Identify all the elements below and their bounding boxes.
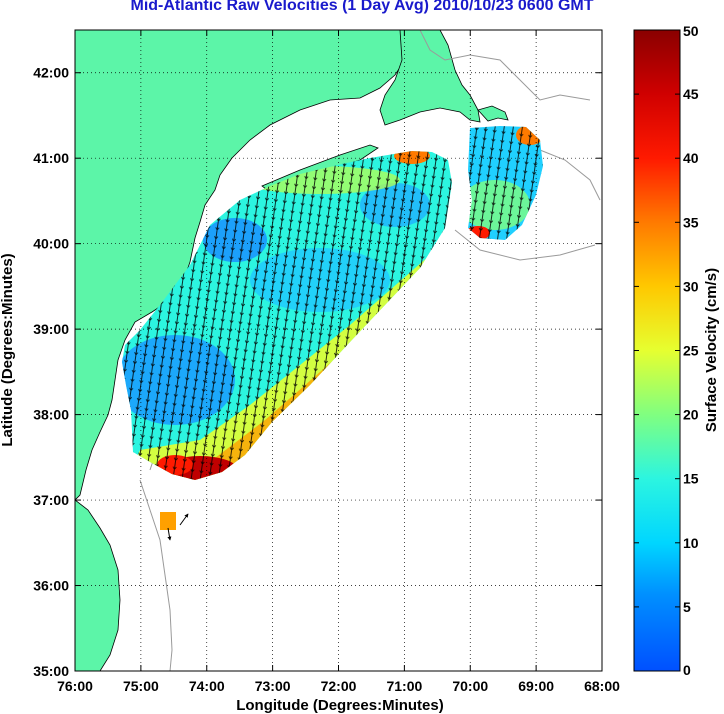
- colorbar: [633, 29, 681, 672]
- y-tick-label: 37:00: [33, 492, 69, 508]
- bathymetry-contour-4: [539, 149, 601, 201]
- colorbar-tick-label: 10: [683, 535, 699, 551]
- x-tick-label: 74:00: [189, 678, 225, 694]
- map-gridlines: [75, 30, 602, 671]
- y-tick-label: 36:00: [33, 578, 69, 594]
- velocity-vector-south-patch-2: [167, 527, 172, 541]
- x-tick-label: 75:00: [123, 678, 159, 694]
- y-tick-label: 38:00: [33, 407, 69, 423]
- colorbar-tick-label: 15: [683, 471, 699, 487]
- bathymetry-contour-5: [419, 30, 591, 101]
- y-tick-label: 42:00: [33, 65, 69, 81]
- x-tick-label: 68:00: [584, 678, 620, 694]
- colorbar-tick-label: 35: [683, 214, 699, 230]
- colorbar-tick-label: 20: [683, 407, 699, 423]
- map-frame: [74, 29, 603, 672]
- page-title: Mid-Atlantic Raw Velocities (1 Day Avg) …: [130, 0, 594, 14]
- x-tick-label: 69:00: [518, 678, 554, 694]
- colorbar-tick-label: 25: [683, 343, 699, 359]
- land-new-england-coast: [379, 30, 481, 126]
- x-axis-title: Longitude (Degrees:Minutes): [236, 697, 444, 714]
- map-axes: 76:00 75:00 74:00 73:00 72:00 71:00 70:00 69:00…: [33, 30, 620, 694]
- colorbar-tick-label: 50: [683, 23, 699, 39]
- velocity-patch-south: [160, 512, 176, 530]
- colorbar-title: Surface Velocity (cm/s): [703, 268, 720, 432]
- colorbar-axis: 0 5 10 15 20 25 30 35 40 45 50: [634, 23, 699, 678]
- velocity-vector-south-patch: [179, 513, 189, 526]
- land-cape-cod: [477, 105, 509, 122]
- x-tick-label: 70:00: [452, 678, 488, 694]
- colorbar-tick-label: 30: [683, 278, 699, 294]
- land-delmarva: [75, 499, 121, 671]
- colorbar-tick-label: 45: [683, 86, 699, 102]
- x-tick-label: 73:00: [255, 678, 291, 694]
- y-tick-label: 41:00: [33, 150, 69, 166]
- land-northeast: [75, 30, 411, 501]
- y-tick-label: 35:00: [33, 663, 69, 679]
- colorbar-tick-label: 40: [683, 150, 699, 166]
- y-tick-label: 40:00: [33, 236, 69, 252]
- colorbar-tick-label: 5: [683, 599, 691, 615]
- y-tick-label: 39:00: [33, 321, 69, 337]
- x-tick-label: 72:00: [321, 678, 357, 694]
- y-axis-title: Latitude (Degrees:Minutes): [0, 253, 16, 446]
- bathymetry-contour-2: [139, 479, 173, 671]
- x-tick-label: 76:00: [57, 678, 93, 694]
- colorbar-tick-label: 0: [683, 662, 691, 678]
- x-tick-label: 71:00: [386, 678, 422, 694]
